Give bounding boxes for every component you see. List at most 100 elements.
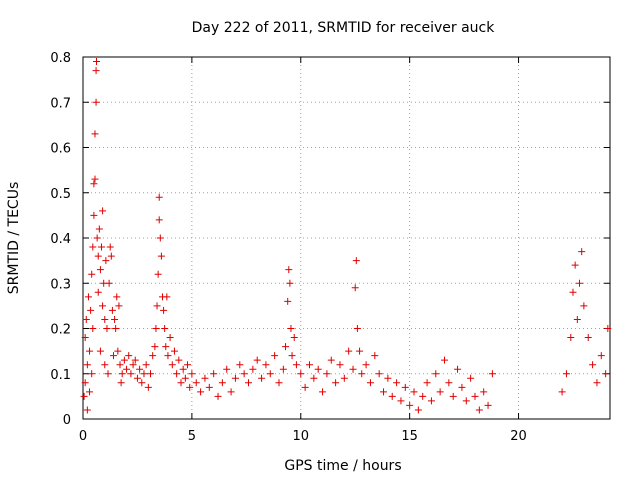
data-point <box>164 352 172 360</box>
data-point <box>375 370 383 378</box>
data-point <box>117 379 125 387</box>
data-point <box>201 374 209 382</box>
data-point <box>93 234 101 242</box>
x-axis-label: GPS time / hours <box>284 458 401 474</box>
data-point <box>120 356 128 364</box>
data-point <box>179 365 187 373</box>
data-point <box>133 374 141 382</box>
data-point <box>454 365 462 373</box>
chart-title: Day 222 of 2011, SRMTID for receiver auc… <box>192 20 496 36</box>
data-point <box>286 279 294 287</box>
data-point <box>80 392 88 400</box>
data-point <box>89 325 97 332</box>
x-tick-label: 15 <box>401 429 418 444</box>
data-point <box>91 130 99 138</box>
data-point <box>580 302 588 310</box>
data-point <box>153 302 161 310</box>
data-point <box>156 234 164 242</box>
data-point <box>352 257 360 265</box>
data-point <box>284 297 292 305</box>
data-point <box>362 361 370 369</box>
data-point <box>305 361 313 369</box>
data-point <box>84 293 92 301</box>
y-axis-label: SRMTID / TECUs <box>6 182 22 295</box>
data-point <box>571 261 579 269</box>
data-point <box>192 379 200 387</box>
data-point <box>427 397 435 405</box>
data-point <box>166 334 174 342</box>
data-point <box>99 207 107 215</box>
data-point <box>88 370 96 378</box>
x-tick-label: 5 <box>188 429 196 444</box>
data-point <box>83 406 91 414</box>
data-point <box>115 302 123 310</box>
data-point <box>345 347 353 355</box>
data-point <box>101 315 109 323</box>
x-tick-labels: 0 5 10 15 20 <box>79 429 527 444</box>
data-point <box>214 392 222 400</box>
data-point <box>393 379 401 387</box>
data-point <box>94 252 102 260</box>
data-point <box>90 180 98 188</box>
data-point <box>419 392 427 400</box>
data-point <box>406 401 414 409</box>
data-point <box>127 370 135 378</box>
data-point <box>81 334 89 342</box>
data-point <box>144 383 152 391</box>
data-point <box>103 325 111 332</box>
data-point <box>449 392 457 400</box>
data-point <box>227 388 235 396</box>
data-point <box>314 365 322 373</box>
data-point <box>597 352 605 360</box>
data-point <box>436 388 444 396</box>
data-point <box>160 306 168 314</box>
data-point <box>288 352 296 360</box>
data-point <box>462 397 470 405</box>
data-point <box>152 325 160 332</box>
data-point <box>297 370 305 378</box>
data-point <box>116 361 124 369</box>
data-point <box>142 361 150 369</box>
data-point <box>332 379 340 387</box>
data-point <box>310 374 318 382</box>
data-point <box>83 361 91 369</box>
data-point <box>319 388 327 396</box>
data-point <box>589 361 597 369</box>
data-point <box>151 343 159 351</box>
y-tick-label: 0.7 <box>50 96 71 111</box>
data-point <box>323 370 331 378</box>
data-point <box>432 370 440 378</box>
data-point <box>105 279 113 287</box>
data-point <box>602 370 610 378</box>
data-point <box>301 383 309 391</box>
data-point <box>218 379 226 387</box>
data-point <box>168 361 176 369</box>
data-point <box>170 347 178 355</box>
data-point <box>285 266 293 274</box>
data-point <box>125 352 133 360</box>
data-point <box>480 388 488 396</box>
data-point <box>569 288 577 296</box>
data-point <box>245 379 253 387</box>
data-point <box>111 315 119 323</box>
data-point <box>99 302 107 310</box>
data-point <box>573 315 581 323</box>
data-point <box>578 248 586 256</box>
data-point <box>181 374 189 382</box>
data-point <box>155 193 163 201</box>
data-point <box>104 370 112 378</box>
data-point <box>87 306 95 314</box>
data-point <box>86 388 94 396</box>
data-point <box>186 383 194 391</box>
data-point <box>177 379 185 387</box>
data-point <box>271 352 279 360</box>
data-point <box>604 325 612 332</box>
data-point <box>262 361 270 369</box>
data-point <box>287 325 295 332</box>
data-point <box>371 352 379 360</box>
data-point <box>471 392 479 400</box>
data-point <box>353 325 361 332</box>
data-point <box>92 67 100 75</box>
data-point <box>91 175 99 183</box>
